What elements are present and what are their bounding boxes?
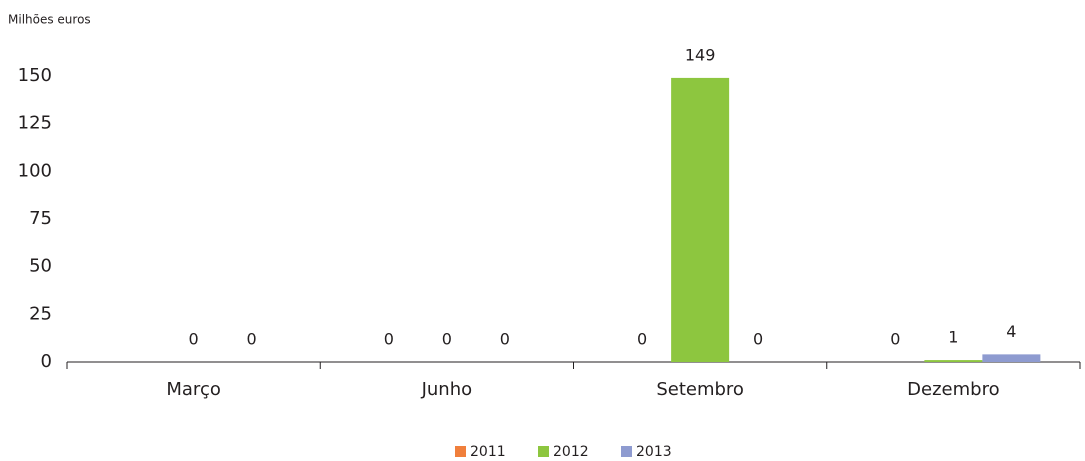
y-axis-title: Milhões euros <box>8 13 91 27</box>
y-tick-label: 50 <box>29 256 52 277</box>
y-tick-label: 150 <box>18 65 52 86</box>
data-label: 0 <box>890 330 900 349</box>
x-tick-label: Março <box>166 379 220 400</box>
y-tick-label: 0 <box>41 351 52 372</box>
legend-label: 2011 <box>470 444 506 460</box>
bar <box>924 360 983 362</box>
data-label: 0 <box>384 330 394 349</box>
x-tick-label: Dezembro <box>907 379 999 400</box>
legend-label: 2012 <box>553 444 589 460</box>
x-tick-label: Setembro <box>656 379 744 400</box>
data-label: 0 <box>189 330 199 349</box>
data-label: 0 <box>753 330 763 349</box>
bar <box>671 77 730 362</box>
y-tick-label: 100 <box>18 160 52 181</box>
data-label: 1 <box>948 328 958 347</box>
data-label: 0 <box>247 330 257 349</box>
bar <box>982 354 1041 362</box>
data-label: 0 <box>637 330 647 349</box>
y-tick-label: 125 <box>18 113 52 134</box>
data-label: 0 <box>442 330 452 349</box>
data-label: 0 <box>500 330 510 349</box>
y-tick-label: 75 <box>29 208 52 229</box>
legend-label: 2013 <box>636 444 672 460</box>
legend-swatch <box>455 446 466 457</box>
legend-swatch <box>621 446 632 457</box>
data-label: 4 <box>1006 322 1016 341</box>
data-label: 149 <box>685 45 716 64</box>
y-tick-label: 25 <box>29 303 52 324</box>
legend-swatch <box>538 446 549 457</box>
x-tick-label: Junho <box>421 379 473 400</box>
